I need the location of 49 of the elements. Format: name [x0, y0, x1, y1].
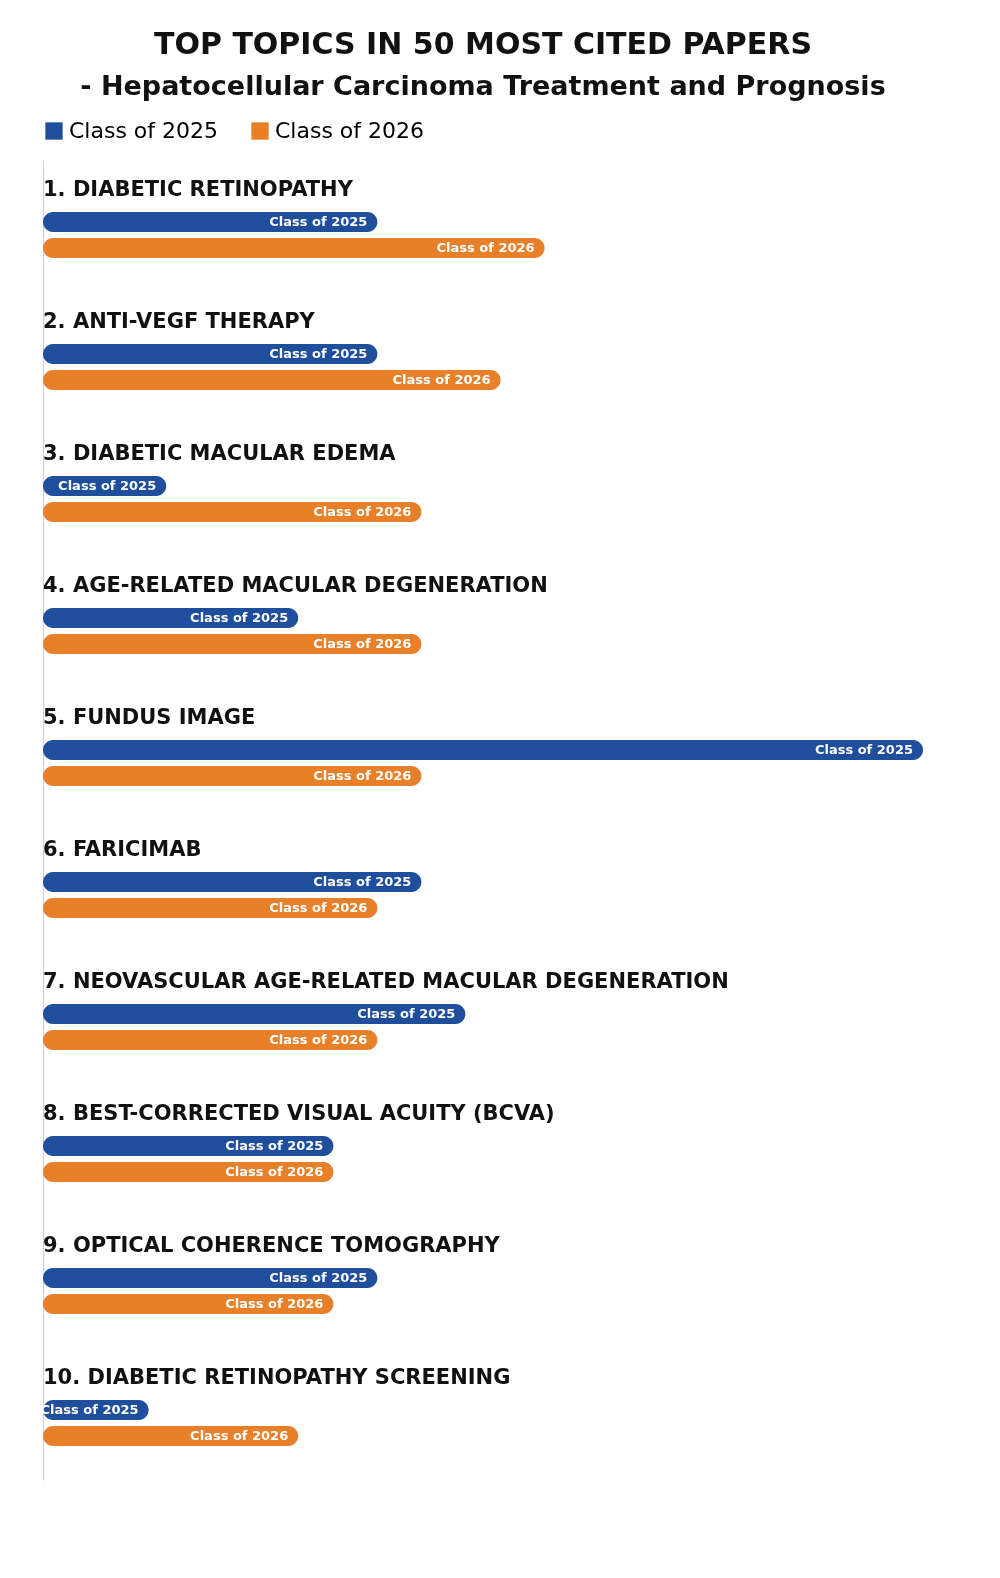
bar: [43, 238, 545, 258]
bar: [43, 766, 422, 786]
text: Class of 2025: [357, 1006, 456, 1021]
text: Class of 2025: [190, 610, 289, 625]
y-tick-label: 2. ANTI-VEGF THERAPY: [43, 309, 316, 333]
bar: [43, 740, 923, 760]
text: Class of 2025: [225, 1138, 324, 1153]
text: Class of 2025: [814, 742, 913, 757]
chart-title: TOP TOPICS IN 50 MOST CITED PAPERS: [153, 26, 813, 61]
text: Class of 2025: [269, 346, 368, 361]
bar: [43, 872, 422, 892]
text: Class of 2026: [436, 240, 535, 255]
y-tick-label: 4. AGE-RELATED MACULAR DEGENERATION: [43, 573, 548, 597]
bar: [43, 370, 501, 390]
text: Class of 2026: [190, 1428, 289, 1443]
text: Class of 2026: [225, 1164, 324, 1179]
text: Class of 2026: [269, 900, 368, 915]
text: Class of 2025: [269, 214, 368, 229]
bar: [43, 1294, 334, 1314]
text: Class of 2026: [313, 636, 412, 651]
bar: [43, 634, 422, 654]
y-tick-label: 5. FUNDUS IMAGE: [43, 705, 256, 729]
bar: [43, 502, 422, 522]
text: Class of 2025: [58, 478, 157, 493]
chart-subtitle: - Hepatocellular Carcinoma Treatment and Prognosis: [80, 70, 886, 101]
bar: [43, 1162, 334, 1182]
y-tick-label: 9. OPTICAL COHERENCE TOMOGRAPHY: [43, 1233, 501, 1257]
text: Class of 2026: [225, 1296, 324, 1311]
legend-label: Class of 2026: [275, 118, 425, 143]
y-tick-label: 7. NEOVASCULAR AGE-RELATED MACULAR DEGENERATION: [43, 969, 729, 993]
bar: [43, 1268, 378, 1288]
text: Class of 2026: [392, 372, 491, 387]
text: Class of 2026: [313, 768, 412, 783]
y-tick-label: 10. DIABETIC RETINOPATHY SCREENING: [43, 1365, 511, 1389]
text: Class of 2026: [313, 504, 412, 519]
bar: [43, 212, 378, 232]
text: Class of 2025: [269, 1270, 368, 1285]
bar: [43, 344, 378, 364]
bar: [43, 1136, 334, 1156]
text: Class of 2026: [269, 1032, 368, 1047]
bar: [43, 1004, 466, 1024]
y-tick-label: 1. DIABETIC RETINOPATHY: [43, 177, 354, 201]
y-tick-label: 8. BEST-CORRECTED VISUAL ACUITY (BCVA): [43, 1101, 555, 1125]
y-tick-label: 3. DIABETIC MACULAR EDEMA: [43, 441, 397, 465]
bar: [43, 898, 378, 918]
text: Class of 2025: [313, 874, 412, 889]
y-tick-label: 6. FARICIMAB: [43, 837, 202, 861]
legend-label: Class of 2025: [69, 118, 219, 143]
bar: [43, 1030, 378, 1050]
